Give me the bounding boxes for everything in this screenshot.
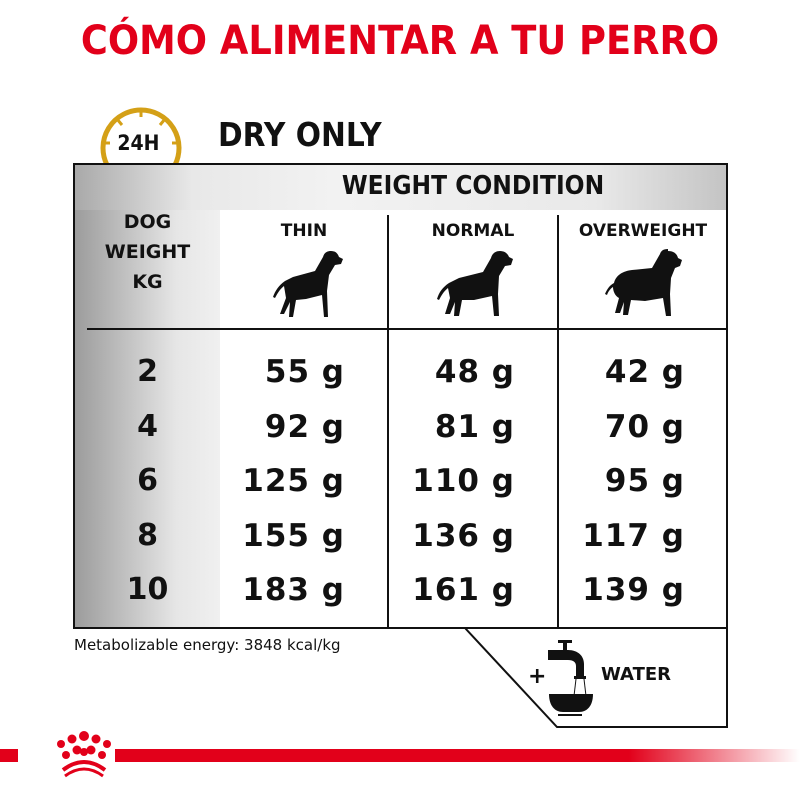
royal-canin-crown-logo [57,731,111,778]
kg-cell: 4 [137,409,158,444]
normal-cell: 48 g [434,354,515,390]
thin-cell: 92 g [264,409,345,445]
overweight-dog-icon [559,247,727,327]
row-header-line: WEIGHT [104,241,191,263]
overweight-cell: 70 g [604,409,685,445]
overweight-cell: 139 g [582,572,685,608]
thin-cell: 155 g [242,518,345,554]
column-divider [557,215,559,627]
thin-cell: 55 g [264,354,345,390]
water-label: WATER [601,664,672,685]
overweight-cell: 42 g [604,354,685,390]
column-header-thin: THIN [280,221,328,241]
thin-dog-icon [220,247,388,327]
page-title: CÓMO ALIMENTAR A TU PERRO [80,18,720,64]
row-header-line: DOG [123,211,172,233]
normal-cell: 136 g [412,518,515,554]
feeding-table: WEIGHT CONDITION DOG WEIGHT KG THIN NORM… [73,163,728,629]
overweight-cell: 95 g [604,463,685,499]
overweight-cell: 117 g [582,518,685,554]
row-header-line: KG [132,271,163,293]
column-header-normal: NORMAL [431,221,515,241]
dog-weight-header: DOG WEIGHT KG [75,207,220,297]
column-divider [387,215,389,627]
kg-cell: 10 [126,572,169,607]
water-box [464,627,728,728]
subtitle: DRY ONLY [218,115,382,154]
normal-cell: 161 g [412,572,515,608]
metabolizable-energy: Metabolizable energy: 3848 kcal/kg [74,636,341,654]
clock-24h-icon: 24H [97,103,185,183]
header-divider [87,328,726,330]
kg-column-bg [75,210,220,627]
weight-condition-header: WEIGHT CONDITION [341,171,605,201]
kg-cell: 6 [137,463,158,498]
normal-cell: 110 g [412,463,515,499]
red-bar-left [0,749,18,762]
normal-dog-icon [389,247,557,327]
kg-cell: 2 [137,354,158,389]
kg-cell: 8 [137,518,158,553]
clock-label: 24H [117,131,160,155]
red-bar [115,749,800,762]
thin-cell: 183 g [242,572,345,608]
column-header-overweight: OVERWEIGHT [578,221,708,241]
water-tap-bowl-icon [548,640,593,716]
plus-sign: + [528,664,547,689]
thin-cell: 125 g [242,463,345,499]
normal-cell: 81 g [434,409,515,445]
